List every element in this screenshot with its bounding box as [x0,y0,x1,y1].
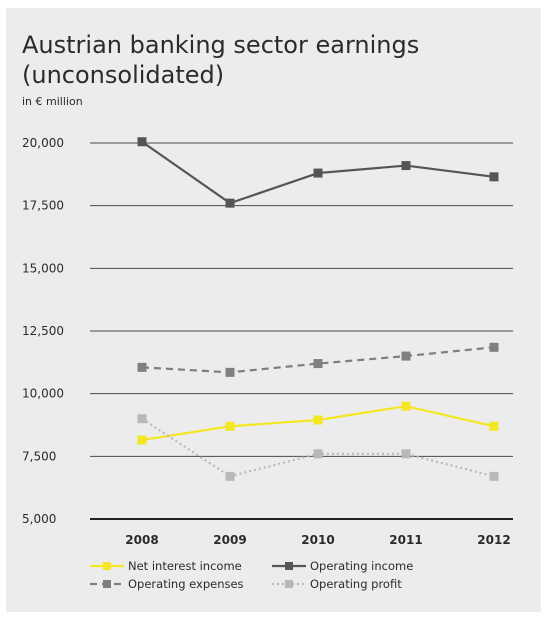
legend-swatch-marker [103,580,111,588]
legend-label: Net interest income [128,559,242,573]
data-point [225,471,235,481]
x-axis-tick-labels: 2008 2009 2010 2011 2012 [125,533,510,547]
data-point [313,359,323,369]
legend-label: Operating profit [310,577,402,591]
series-operating-profit [137,414,499,481]
series-operating-expenses [137,342,499,377]
y-tick-label: 7,500 [22,449,56,463]
legend-item: Operating income [272,559,413,573]
y-tick-label: 15,000 [22,261,64,275]
legend: Net interest income Operating income Opera… [90,559,413,591]
data-point [137,435,147,445]
x-tick-label: 2009 [213,533,246,547]
legend-swatch-marker [285,562,293,570]
legend-item: Operating expenses [90,577,244,591]
data-point [225,367,235,377]
data-point [489,172,499,182]
y-axis-tick-labels: 5,000 7,500 10,000 12,500 15,000 17,500 20,000 [22,136,64,526]
data-point [489,421,499,431]
data-point [401,401,411,411]
x-tick-label: 2010 [301,533,334,547]
chart-panel [6,8,541,612]
legend-item: Operating profit [272,577,402,591]
x-tick-label: 2012 [477,533,510,547]
x-tick-label: 2008 [125,533,158,547]
legend-swatch-marker [285,580,293,588]
data-point [313,415,323,425]
data-point [313,168,323,178]
data-point [401,161,411,171]
x-tick-label: 2011 [389,533,422,547]
series-operating-income [137,137,499,208]
gridlines [90,142,513,520]
data-point [313,449,323,459]
data-point [137,137,147,147]
series-net-interest-income [137,401,499,445]
y-tick-label: 12,500 [22,324,64,338]
y-tick-label: 17,500 [22,199,64,213]
y-tick-label: 10,000 [22,387,64,401]
data-point [401,351,411,361]
y-tick-label: 5,000 [22,512,56,526]
y-tick-label: 20,000 [22,136,64,150]
chart-title: Austrian banking sector earnings (uncons… [22,31,420,89]
legend-label: Operating expenses [128,577,244,591]
data-point [489,471,499,481]
data-point [137,414,147,424]
series-line [141,417,495,478]
legend-item: Net interest income [90,559,242,573]
chart-subtitle: in € million [22,95,83,108]
data-point [225,421,235,431]
series-line [141,346,495,374]
data-point [137,362,147,372]
series-lines [137,137,499,481]
legend-swatch-marker [103,562,111,570]
data-point [401,449,411,459]
data-point [225,198,235,208]
data-point [489,342,499,352]
legend-label: Operating income [310,559,413,573]
